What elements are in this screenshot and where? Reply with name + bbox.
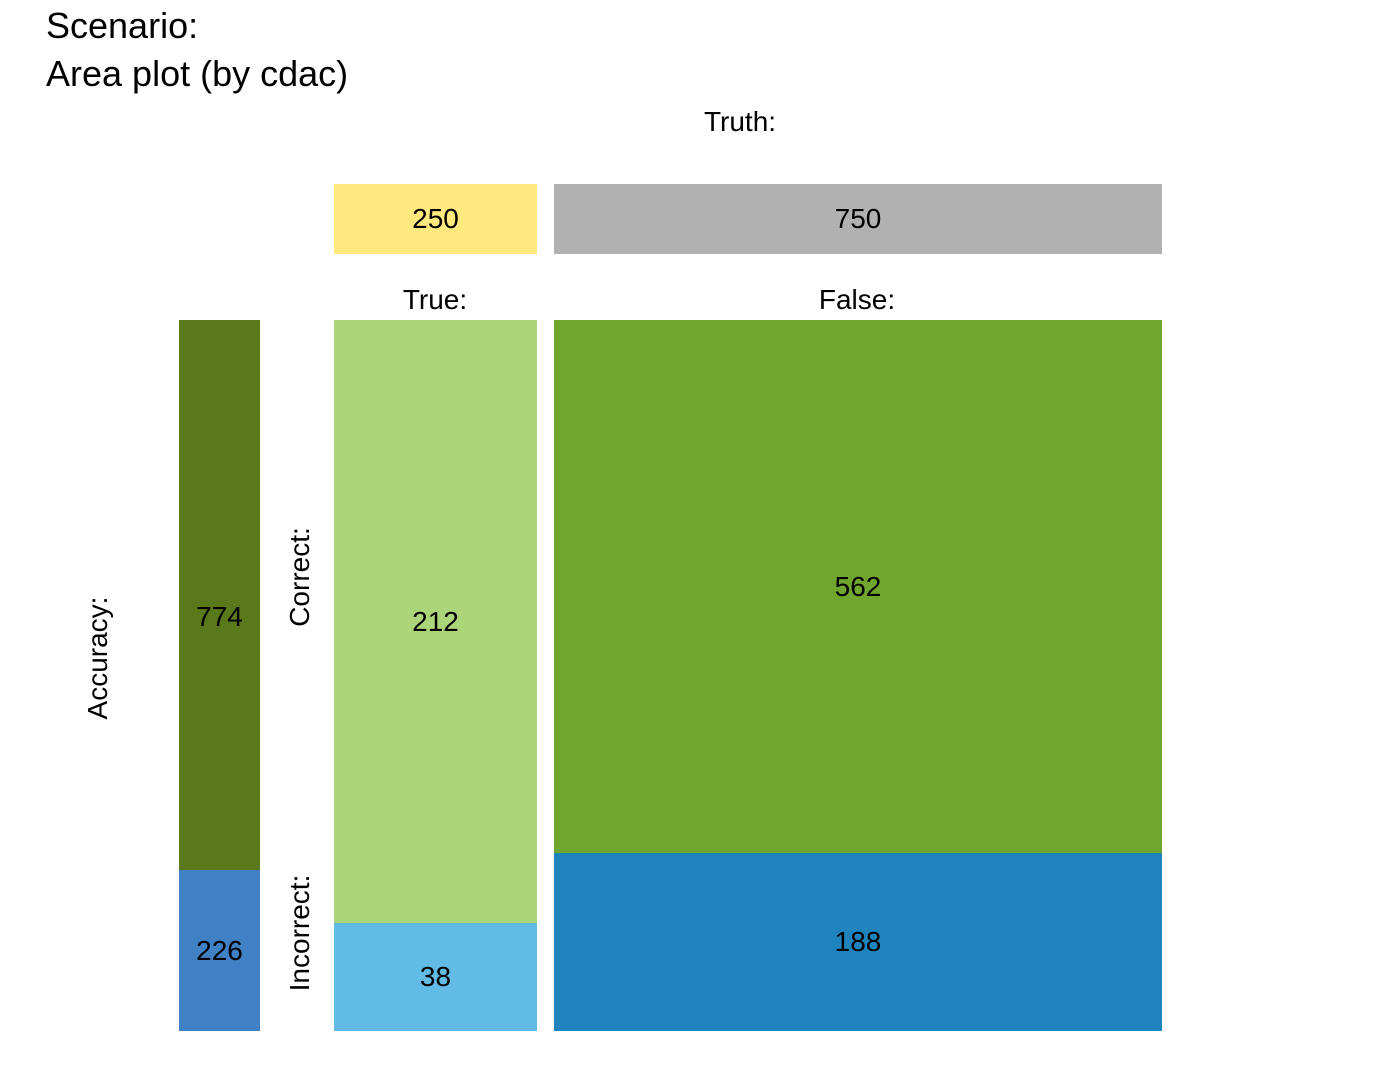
accuracy-correct-bar-value: 774 bbox=[196, 601, 243, 632]
row-label-incorrect: Incorrect: bbox=[284, 874, 315, 992]
chart-subtitle: Area plot (by cdac) bbox=[46, 53, 349, 94]
cell-true-correct bbox=[334, 320, 537, 923]
column-label-false: False: bbox=[818, 284, 896, 315]
cell-true-incorrect bbox=[334, 923, 537, 1031]
accuracy-correct-bar bbox=[179, 320, 260, 870]
truth-false-bar bbox=[554, 184, 1162, 254]
column-label-true: True: bbox=[402, 284, 468, 315]
truth-label: Truth: bbox=[703, 106, 777, 137]
truth-true-bar-value: 250 bbox=[412, 203, 459, 234]
accuracy-label: Accuracy: bbox=[82, 596, 113, 720]
truth-false-bar-value: 750 bbox=[834, 203, 882, 234]
cell-false-correct bbox=[554, 320, 1162, 853]
cell-false-correct-value: 562 bbox=[834, 570, 882, 602]
truth-true-bar bbox=[334, 184, 537, 254]
cell-false-incorrect-value: 188 bbox=[834, 926, 882, 957]
row-label-correct: Correct: bbox=[284, 527, 315, 627]
chart-title: Scenario: bbox=[46, 5, 199, 46]
cell-true-incorrect-value: 38 bbox=[419, 961, 452, 992]
cell-false-incorrect bbox=[554, 853, 1162, 1031]
cell-true-correct-value: 212 bbox=[412, 605, 459, 637]
accuracy-incorrect-bar-value: 226 bbox=[196, 934, 243, 966]
accuracy-incorrect-bar bbox=[179, 870, 260, 1031]
